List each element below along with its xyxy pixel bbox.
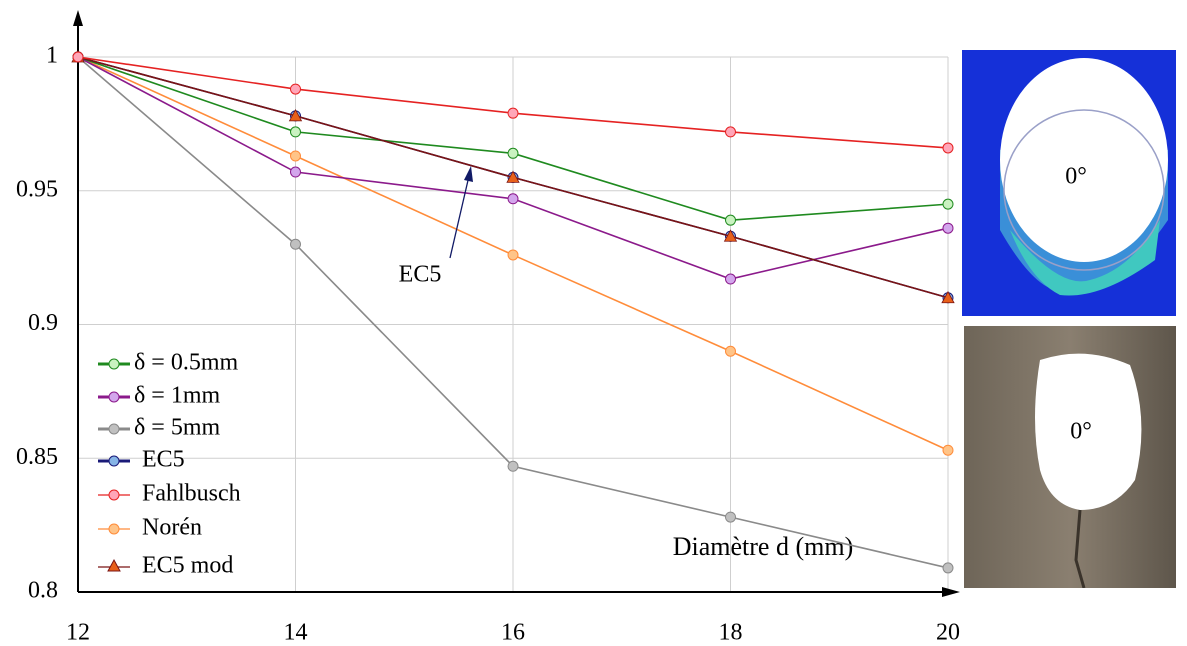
legend-label: Fahlbusch [142,481,241,507]
x-tick-label: 16 [501,620,525,646]
y-tick-label: 0.9 [28,310,58,336]
legend-marker [108,455,120,467]
marker [723,229,738,242]
legend-marker [108,523,120,535]
marker [507,147,519,159]
inset-label: 0° [1065,164,1087,190]
x-tick-label: 18 [719,620,743,646]
legend-marker [108,423,120,435]
marker [942,198,954,210]
marker [290,150,301,162]
legend-label: δ = 0.5mm [134,350,239,376]
marker [507,107,519,119]
y-tick-label: 0.8 [28,578,58,604]
legend-label: δ = 1mm [134,383,221,409]
legend-label: Norén [142,515,202,541]
marker [725,345,736,357]
legend-marker [107,558,121,572]
annotation-arrowhead [464,166,473,182]
marker [942,222,954,234]
legend-marker [107,558,121,572]
marker [942,142,954,154]
x-axis-label: Diamètre d (mm) [673,532,854,561]
y-tick-label: 1 [46,43,58,69]
marker [507,460,519,472]
marker [290,238,301,250]
legend-marker [108,358,120,370]
legend-label: δ = 5mm [134,415,221,441]
y-axis-arrow [73,10,83,26]
marker [290,83,301,95]
series [72,51,954,154]
marker [507,193,519,205]
marker [72,51,84,63]
marker [942,444,954,456]
x-tick-label: 20 [936,620,960,646]
photo-inset [964,326,1176,588]
marker [725,273,736,285]
annotation: EC5 [399,262,442,288]
marker [725,214,736,226]
legend-marker [108,523,120,535]
legend-marker [108,391,120,403]
legend-marker [108,489,120,501]
x-axis-arrow [942,587,960,597]
inset-label: 0° [1070,419,1092,445]
legend-marker [108,423,120,435]
marker [507,249,519,261]
marker [290,166,301,178]
legend-marker [108,358,120,370]
marker [506,170,520,183]
marker [725,126,736,138]
legend-marker [108,489,120,501]
fem-inset [962,50,1176,316]
x-tick-label: 12 [66,620,90,646]
plot-area: 12 14 16 18 20 0.8 0.85 0.9 0.95 1 Diamètre d (mm)… [16,10,960,646]
x-tick-label: 14 [284,620,308,646]
legend-label: EC5 mod [142,553,233,579]
legend-label: EC5 [142,447,185,473]
legend-marker [108,455,120,467]
y-tick-label: 0.85 [16,444,58,470]
marker [941,290,955,304]
marker [288,109,303,122]
marker [725,511,736,523]
annotation-arrow [449,175,470,259]
marker [942,562,954,574]
legend-marker [108,391,120,403]
y-tick-label: 0.95 [16,176,58,202]
marker [290,126,301,138]
